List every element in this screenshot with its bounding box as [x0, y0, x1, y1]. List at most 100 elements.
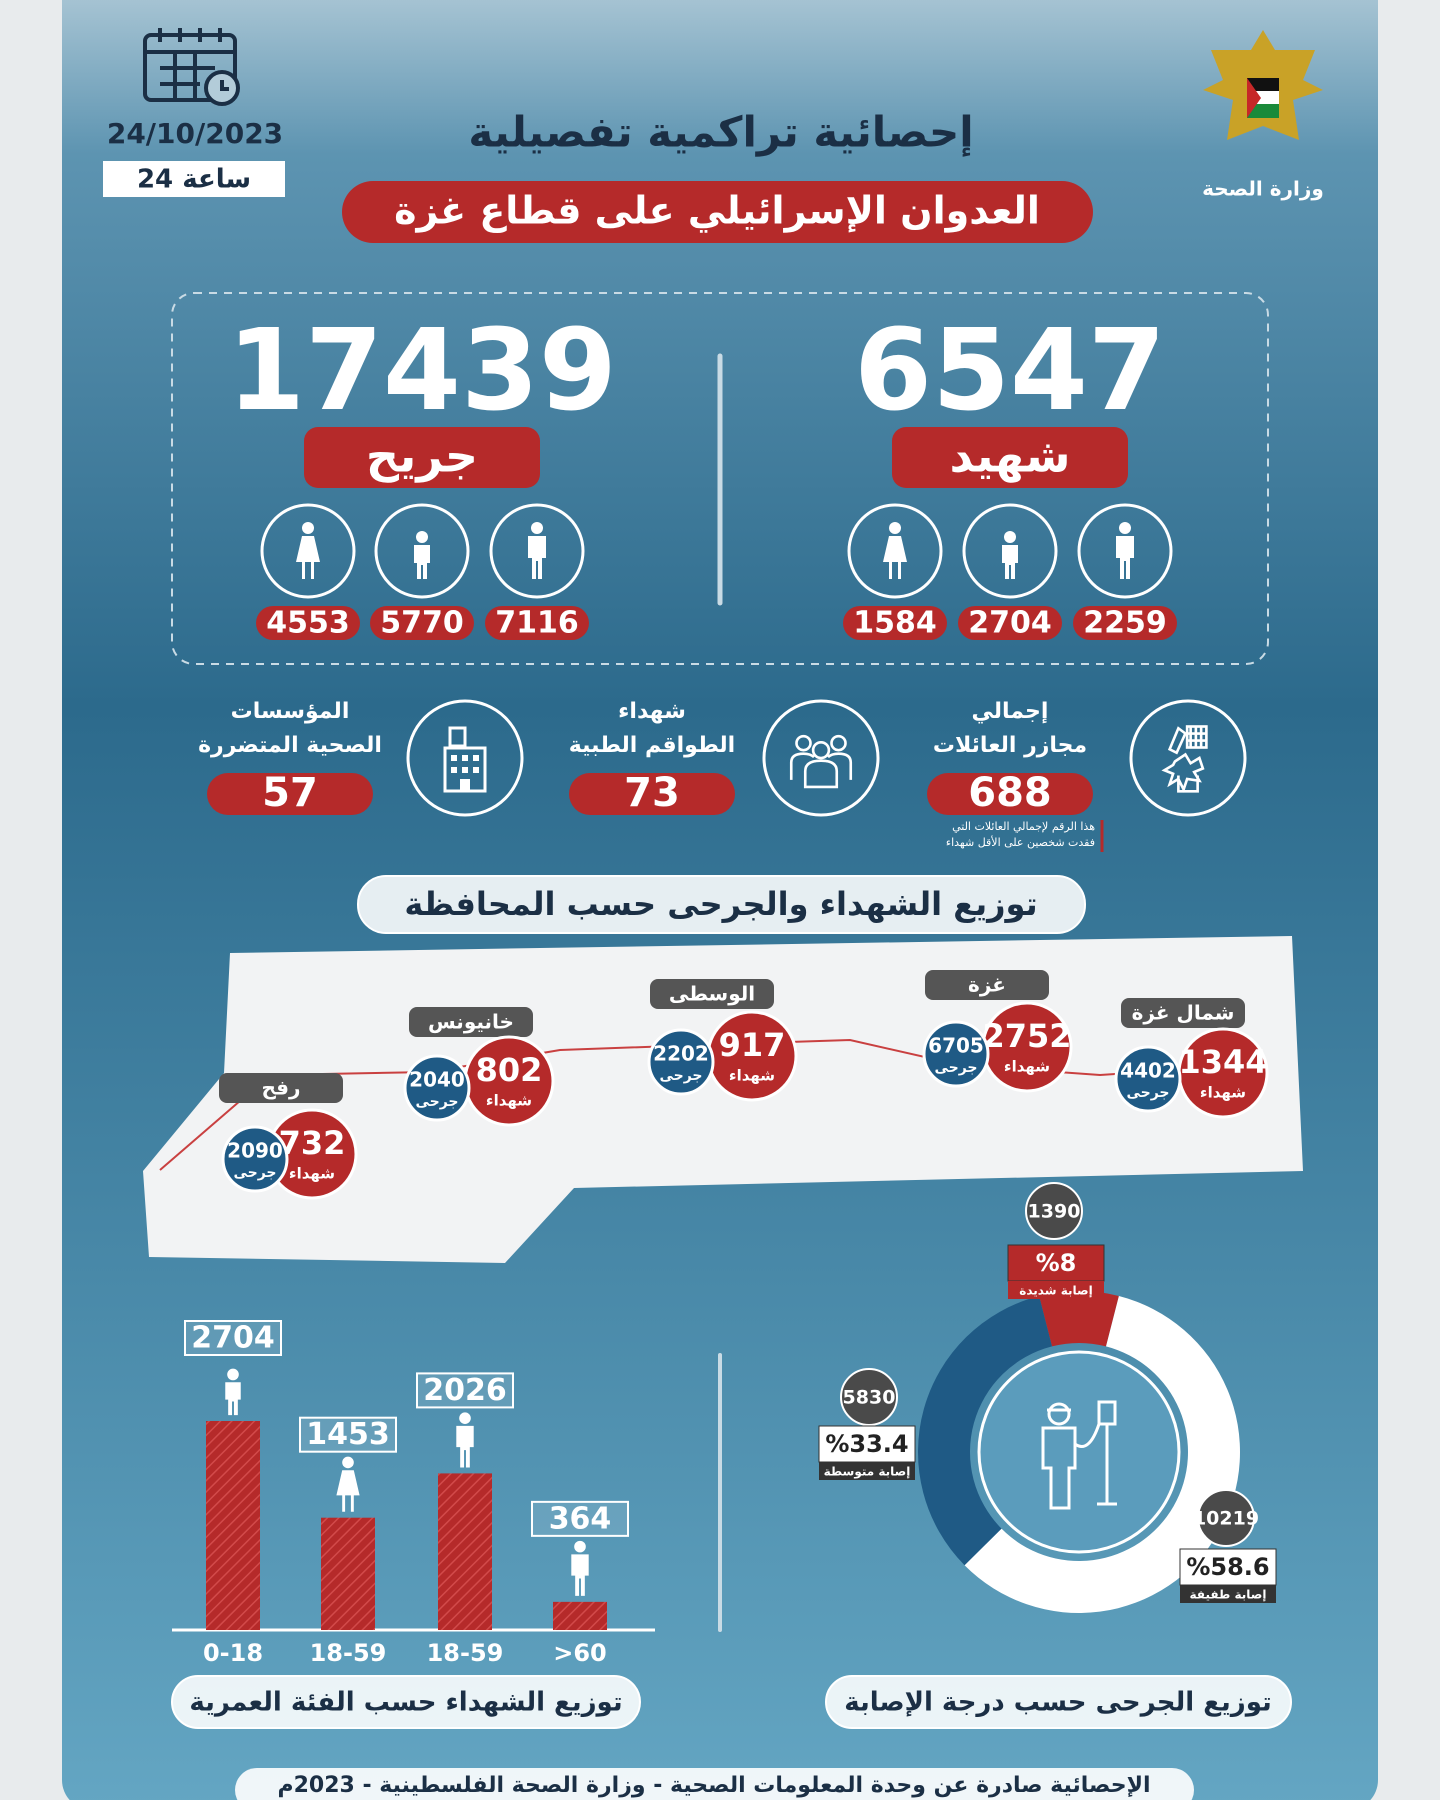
- stat-text: الصحية المتضررة: [198, 733, 382, 758]
- number-pill: [843, 606, 947, 640]
- gov-injured: 2040: [409, 1068, 465, 1092]
- footer: الإحصائية صادرة عن وحدة المعلومات الصحية…: [277, 1773, 1150, 1798]
- gov-killed: 2752: [982, 1017, 1071, 1055]
- percent-box: [1007, 1244, 1105, 1282]
- bar: [206, 1421, 260, 1630]
- subtitle-pill: [342, 181, 1093, 243]
- gov-label-bg: [409, 1007, 533, 1037]
- chart-title: توزيع الجرحى حسب درجة الإصابة: [844, 1688, 1272, 1718]
- x-tick-label: 18-59: [310, 1639, 387, 1667]
- count-bubble: [1025, 1182, 1083, 1240]
- count-label: 5830: [843, 1387, 896, 1409]
- section-pill: [825, 1675, 1292, 1729]
- gov-killed: 732: [279, 1124, 346, 1162]
- category-box: [819, 1462, 915, 1480]
- icon-circle: [489, 503, 585, 599]
- total: 6547: [854, 306, 1166, 436]
- gov-killed-label: شهداء: [1200, 1084, 1246, 1102]
- category-label: إصابة طفيفة: [1190, 1588, 1267, 1602]
- percent-label: %58.6: [1186, 1553, 1269, 1581]
- subtitle: العدوان الإسرائيلي على قطاع غزة: [394, 189, 1040, 234]
- number-pill: [370, 606, 474, 640]
- injured-circle: [403, 1054, 471, 1122]
- percent-box: [1179, 1548, 1277, 1586]
- gov-killed: 917: [719, 1026, 786, 1064]
- gov-killed-label: شهداء: [1004, 1058, 1050, 1076]
- value-label: 1453: [306, 1417, 390, 1452]
- number: 5770: [380, 606, 464, 641]
- bar: [553, 1601, 607, 1630]
- value-box: [299, 1416, 397, 1453]
- icon-circle: [260, 503, 356, 599]
- count-bubble: [840, 1368, 898, 1426]
- gov-label-bg: [1121, 998, 1245, 1028]
- total: 17439: [227, 306, 617, 436]
- category-label: إصابة متوسطة: [824, 1465, 911, 1480]
- count-label: 1390: [1028, 1201, 1081, 1223]
- number-pill: [958, 606, 1062, 640]
- gov-killed: 1344: [1178, 1043, 1267, 1081]
- x-tick-label: 18-59: [427, 1639, 504, 1667]
- chart-title: توزيع الشهداء حسب الفئة العمرية: [189, 1688, 622, 1718]
- category-label: إصابة شديدة: [1019, 1284, 1092, 1298]
- injured-circle: [1114, 1045, 1182, 1113]
- gov-label-bg: [650, 979, 774, 1009]
- stat-text: إجمالي: [972, 699, 1049, 724]
- number: 2704: [968, 606, 1052, 641]
- footer-pill: [235, 1768, 1194, 1800]
- period-box: [103, 161, 285, 197]
- stat-note: هذا الرقم لإجمالي العائلات التي: [952, 820, 1095, 833]
- period: 24 ساعة: [137, 165, 251, 195]
- gov-name: غزة: [968, 973, 1006, 997]
- number: 2259: [1083, 606, 1167, 641]
- injured-circle: [221, 1125, 289, 1193]
- stat-value: 73: [624, 770, 680, 816]
- number-pill: [256, 606, 360, 640]
- gov-name: الوسطى: [669, 982, 755, 1006]
- icon-circle: [762, 699, 880, 817]
- map-title: توزيع الشهداء والجرحى حسب المحافظة: [404, 885, 1037, 923]
- donut-slice: [918, 1296, 1052, 1566]
- gov-name: شمال غزة: [1132, 1001, 1235, 1025]
- value-box: [531, 1500, 629, 1537]
- injured-circle: [647, 1028, 715, 1096]
- gov-injured: 2090: [227, 1139, 283, 1163]
- stat-pill: [927, 773, 1093, 815]
- stat-text: شهداء: [618, 699, 686, 724]
- stat-text: المؤسسات: [231, 699, 350, 724]
- icon-circle: [406, 699, 524, 817]
- percent-label: %33.4: [825, 1430, 908, 1458]
- value-label: 2704: [191, 1321, 275, 1356]
- stat-value: 57: [262, 770, 318, 816]
- number: 1584: [853, 606, 937, 641]
- dashed-box: [171, 292, 1269, 665]
- gov-injured-label: جرحى: [659, 1068, 702, 1084]
- stat-pill: [569, 773, 735, 815]
- stat-text: الطواقم الطبية: [569, 733, 735, 758]
- gov-injured-label: جرحى: [934, 1060, 977, 1076]
- gov-killed-label: شهداء: [729, 1067, 775, 1085]
- date: 24/10/2023: [107, 117, 283, 150]
- total-label: جريح: [366, 429, 478, 483]
- category-box: [1008, 1281, 1104, 1299]
- number-pill: [1073, 606, 1177, 640]
- bar: [321, 1517, 375, 1630]
- stat-note: فقدت شخصين على الأقل شهداء: [946, 835, 1095, 849]
- value-label: 2026: [423, 1373, 507, 1408]
- category-box: [1180, 1585, 1276, 1603]
- percent-label: %8: [1036, 1249, 1077, 1277]
- value-box: [184, 1320, 282, 1356]
- calendar-icon: [143, 28, 240, 106]
- section-pill: [171, 1675, 641, 1729]
- label-pill: [304, 427, 540, 488]
- value-label: 364: [549, 1501, 612, 1536]
- gov-label-bg: [925, 970, 1049, 1000]
- gov-injured: 4402: [1120, 1059, 1176, 1083]
- emblem: [1203, 30, 1323, 140]
- label-pill: [892, 427, 1128, 488]
- count-bubble: [1197, 1489, 1255, 1547]
- gov-name: رفح: [261, 1076, 300, 1100]
- x-tick-label: 0-18: [203, 1639, 263, 1667]
